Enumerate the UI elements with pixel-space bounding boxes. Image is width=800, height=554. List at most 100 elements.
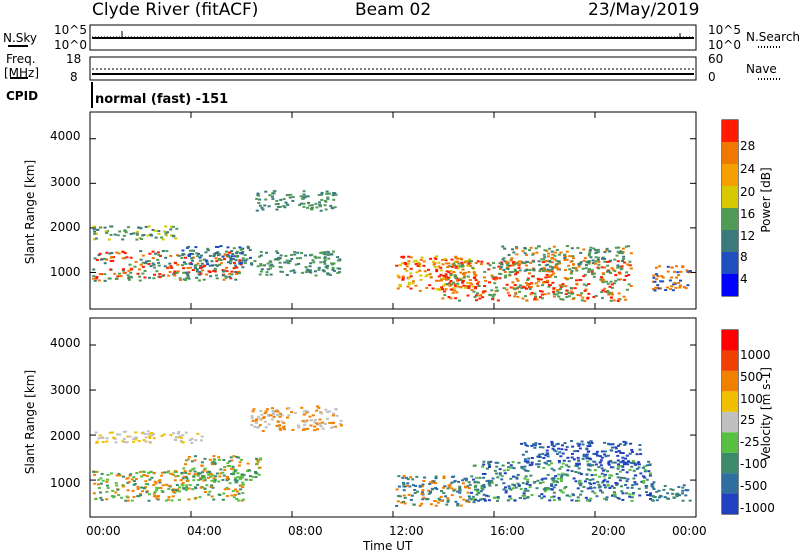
velocity-echo-cell xyxy=(663,496,667,499)
velocity-echo-cell xyxy=(134,438,138,441)
power-echo-cell xyxy=(476,260,480,263)
power-echo-cell xyxy=(515,262,519,265)
power-echo-cell xyxy=(143,276,147,279)
power-echo-cell xyxy=(223,253,227,256)
power-echo-cell xyxy=(180,264,184,267)
power-echo-cell xyxy=(129,256,133,259)
power-echo-cell xyxy=(198,256,202,259)
power-echo-cell xyxy=(157,230,161,233)
velocity-echo-cell xyxy=(548,499,552,502)
power-echo-cell xyxy=(454,255,458,258)
power-echo-cell xyxy=(197,279,201,282)
power-echo-cell xyxy=(271,265,275,268)
velocity-echo-cell xyxy=(137,440,141,443)
velocity-echo-cell xyxy=(650,483,654,486)
velocity-echo-cell xyxy=(450,487,454,490)
velocity-echo-cell xyxy=(412,503,416,506)
power-echo-cell xyxy=(318,201,322,204)
power-echo-cell xyxy=(209,275,213,278)
power-echo-cell xyxy=(98,226,102,229)
power-echo-cell xyxy=(331,268,335,271)
power-echo-cell xyxy=(451,291,455,294)
velocity-echo-cell xyxy=(166,471,170,474)
power-echo-cell xyxy=(188,249,192,252)
velocity-echo-cell xyxy=(547,464,551,467)
power-echo-cell xyxy=(403,267,407,270)
power-echo-cell xyxy=(265,273,269,276)
power-echo-cell xyxy=(158,276,162,279)
velocity-echo-cell xyxy=(589,464,593,467)
power-echo-cell xyxy=(588,248,592,251)
velocity-echo-cell xyxy=(132,476,136,479)
velocity-echo-cell xyxy=(588,469,592,472)
power-echo-cell xyxy=(183,256,187,259)
power-echo-cell xyxy=(176,270,180,273)
velocity-echo-cell xyxy=(431,481,435,484)
power-echo-cell xyxy=(606,264,610,267)
power-echo-cell xyxy=(599,276,603,279)
power-echo-cell xyxy=(543,256,547,259)
power-echo-cell xyxy=(498,277,502,280)
power-echo-cell xyxy=(323,259,327,262)
velocity-echo-cell xyxy=(615,473,619,476)
velocity-echo-cell xyxy=(221,498,225,501)
velocity-echo-cell xyxy=(483,499,487,502)
velocity-echo-cell xyxy=(560,465,564,468)
velocity-echo-cell xyxy=(633,474,637,477)
power-echo-cell xyxy=(283,261,287,264)
velocity-echo-cell xyxy=(561,491,565,494)
velocity-echo-cell xyxy=(407,493,411,496)
velocity-echo-cell xyxy=(206,476,210,479)
power-echo-cell xyxy=(157,264,161,267)
velocity-echo-cell xyxy=(620,490,624,493)
power-echo-cell xyxy=(546,260,550,263)
velocity-echo-cell xyxy=(142,474,146,477)
power-echo-cell xyxy=(409,256,413,259)
velocity-echo-cell xyxy=(624,441,628,444)
power-echo-cell xyxy=(617,298,621,301)
power-echo-cell xyxy=(104,230,108,233)
velocity-echo-cell xyxy=(671,492,675,495)
velocity-echo-cell xyxy=(241,492,245,495)
velocity-echo-cell xyxy=(282,428,286,431)
power-echo-cell xyxy=(160,236,164,239)
power-echo-cell xyxy=(332,262,336,265)
power-echo-cell xyxy=(215,277,219,280)
velocity-echo-cell xyxy=(523,465,527,468)
power-echo-cell xyxy=(513,269,517,272)
power-echo-cell xyxy=(274,257,278,260)
power-echo-cell xyxy=(446,266,450,269)
power-echo-cell xyxy=(219,245,223,248)
velocity-echo-cell xyxy=(554,480,558,483)
power-echo-cell xyxy=(553,266,557,269)
power-echo-cell xyxy=(666,265,670,268)
power-echo-cell xyxy=(198,259,202,262)
velocity-echo-cell xyxy=(500,475,504,478)
power-ytick-1000: 1000 xyxy=(50,265,81,279)
velocity-echo-cell xyxy=(438,498,442,501)
power-echo-cell xyxy=(503,247,507,250)
power-echo-cell xyxy=(552,245,556,248)
velocity-echo-cell xyxy=(217,480,221,483)
velocity-echo-cell xyxy=(95,441,99,444)
velocity-echo-cell xyxy=(546,455,550,458)
power-echo-cell xyxy=(449,273,453,276)
velocity-echo-cell xyxy=(167,487,171,490)
power-echo-cell xyxy=(546,268,550,271)
power-echo-cell xyxy=(666,270,670,273)
velocity-echo-cell xyxy=(413,488,417,491)
power-echo-cell xyxy=(582,275,586,278)
power-echo-cell xyxy=(555,248,559,251)
velocity-echo-cell xyxy=(280,414,284,417)
power-echo-cell xyxy=(461,281,465,284)
velocity-echo-cell xyxy=(234,481,238,484)
velocity-echo-cell xyxy=(523,497,527,500)
power-echo-cell xyxy=(135,238,139,241)
power-echo-cell xyxy=(557,262,561,265)
velocity-echo-cell xyxy=(254,421,258,424)
power-echo-cell xyxy=(573,266,577,269)
velocity-echo-cell xyxy=(606,480,610,483)
power-echo-cell xyxy=(442,290,446,293)
colorbar-swatch xyxy=(722,142,738,164)
